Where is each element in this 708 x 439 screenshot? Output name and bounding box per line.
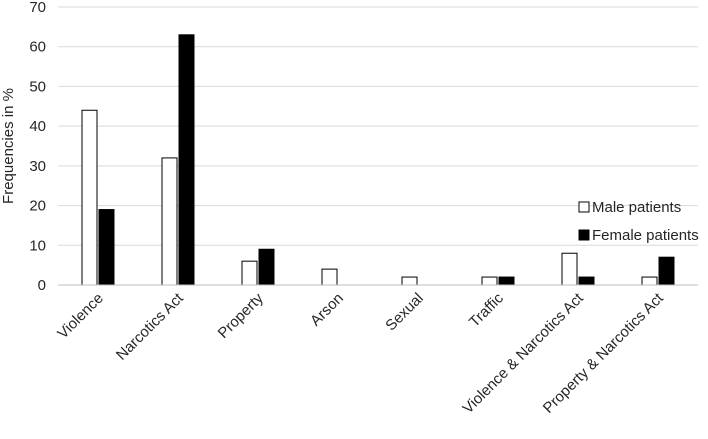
x-axis-categories: Violence Narcotics Act Property Arson Sexual… xyxy=(54,289,667,417)
y-tick-label: 40 xyxy=(29,118,46,135)
bar-female-0 xyxy=(98,209,115,286)
y-tick-label: 0 xyxy=(38,277,46,294)
bar-male-3 xyxy=(321,268,338,286)
bar-male-4 xyxy=(401,276,418,286)
bar-male-7 xyxy=(641,276,658,286)
y-tick-label: 70 xyxy=(29,0,46,16)
x-category-label: Violence xyxy=(54,290,107,343)
legend-label-female: Female patients xyxy=(592,227,699,244)
bar-female-1 xyxy=(178,34,195,286)
x-category-label: Property xyxy=(215,289,267,341)
y-tick-label: 10 xyxy=(29,237,46,254)
bar-male-0 xyxy=(81,109,98,286)
y-tick-label: 30 xyxy=(29,158,46,175)
bar-male-5 xyxy=(481,276,498,286)
y-axis-ticks: 0 10 20 30 40 50 60 70 xyxy=(29,0,46,294)
y-tick-label: 60 xyxy=(29,39,46,56)
bar-female-7 xyxy=(658,256,675,286)
bar-female-6 xyxy=(578,276,595,286)
x-category-label: Sexual xyxy=(382,290,426,334)
x-category-label: Narcotics Act xyxy=(113,289,187,363)
bar-female-5 xyxy=(498,276,515,286)
bar-male-1 xyxy=(161,157,178,286)
y-axis-title: Frequencies in % xyxy=(0,88,17,204)
x-category-label: Traffic xyxy=(466,289,507,330)
y-tick-label: 50 xyxy=(29,78,46,95)
legend: Male patients Female patients xyxy=(578,199,699,244)
legend-label-male: Male patients xyxy=(592,199,681,216)
bar-male-6 xyxy=(561,252,578,286)
bars xyxy=(81,34,675,286)
y-tick-label: 20 xyxy=(29,198,46,215)
legend-swatch-female xyxy=(578,229,590,241)
legend-swatch-male xyxy=(578,201,590,213)
bar-female-2 xyxy=(258,248,275,286)
x-category-label: Arson xyxy=(307,290,347,330)
bar-male-2 xyxy=(241,260,258,286)
